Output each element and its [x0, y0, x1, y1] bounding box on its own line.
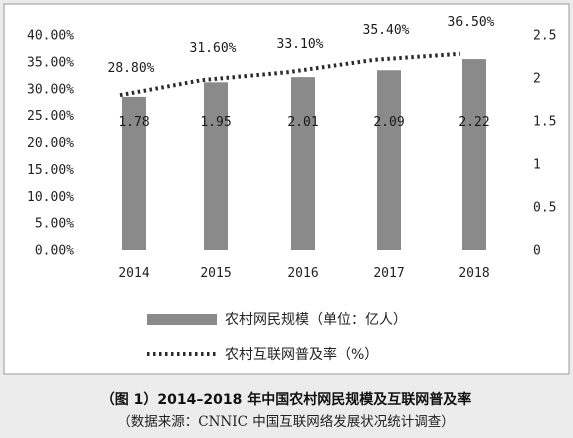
x-tick-label: 2014 — [118, 266, 149, 281]
bar-value-label: 2.09 — [373, 115, 404, 130]
x-tick-label: 2016 — [287, 266, 318, 281]
y-left-tick-label: 20.00% — [27, 136, 74, 151]
bar-data-labels: 1.78 1.95 2.01 2.09 2.22 — [118, 115, 489, 130]
y-right-tick-label: 0 — [533, 244, 541, 259]
line-value-label: 31.60% — [190, 41, 237, 56]
line-value-label: 28.80% — [108, 61, 155, 76]
y-right-tick-label: 0.5 — [533, 201, 556, 216]
y-left-tick-label: 35.00% — [27, 55, 74, 70]
bar — [377, 70, 401, 250]
bar — [291, 77, 315, 250]
bar-series — [122, 59, 486, 250]
bar — [204, 82, 228, 250]
bar-value-label: 2.01 — [287, 115, 318, 130]
x-tick-label: 2015 — [200, 266, 231, 281]
y-left-tick-label: 15.00% — [27, 163, 74, 178]
y-axis-left: 0.00% 5.00% 10.00% 15.00% 20.00% 25.00% 30.00%… — [27, 29, 74, 259]
x-tick-label: 2017 — [373, 266, 404, 281]
x-tick-label: 2018 — [458, 266, 489, 281]
y-left-tick-label: 30.00% — [27, 82, 74, 97]
y-right-tick-label: 1 — [533, 158, 541, 173]
line-series — [119, 51, 461, 98]
y-axis-right: 0 0.5 1 1.5 2 2.5 — [533, 29, 556, 259]
bar-value-label: 1.78 — [118, 115, 149, 130]
line-data-labels: 28.80% 31.60% 33.10% 35.40% 36.50% — [108, 15, 495, 76]
figure-source: （数据来源：CNNIC 中国互联网络发展状况统计调查） — [117, 414, 454, 430]
legend-bar-label: 农村网民规模（单位：亿人） — [225, 312, 407, 328]
y-left-tick-label: 40.00% — [27, 29, 74, 44]
y-right-tick-label: 1.5 — [533, 115, 556, 130]
line-value-label: 35.40% — [363, 23, 410, 38]
figure-caption: （图 1）2014–2018 年中国农村网民规模及互联网普及率 — [101, 391, 471, 408]
x-axis: 2014 2015 2016 2017 2018 — [118, 266, 489, 281]
bar-value-label: 1.95 — [200, 115, 231, 130]
y-right-tick-label: 2.5 — [533, 29, 556, 44]
legend-line-label: 农村互联网普及率（%） — [225, 346, 378, 363]
y-left-tick-label: 5.00% — [35, 217, 74, 232]
y-left-tick-label: 0.00% — [35, 244, 74, 259]
y-right-tick-label: 2 — [533, 72, 541, 87]
y-left-tick-label: 25.00% — [27, 109, 74, 124]
bar-value-label: 2.22 — [458, 115, 489, 130]
bar — [122, 96, 146, 250]
line-value-label: 36.50% — [448, 15, 495, 30]
line-path — [119, 51, 461, 98]
legend: 农村网民规模（单位：亿人） 农村互联网普及率（%） — [147, 312, 407, 363]
bar — [462, 59, 486, 250]
legend-bar-swatch — [147, 314, 217, 325]
line-value-label: 33.10% — [277, 37, 324, 52]
y-left-tick-label: 10.00% — [27, 190, 74, 205]
